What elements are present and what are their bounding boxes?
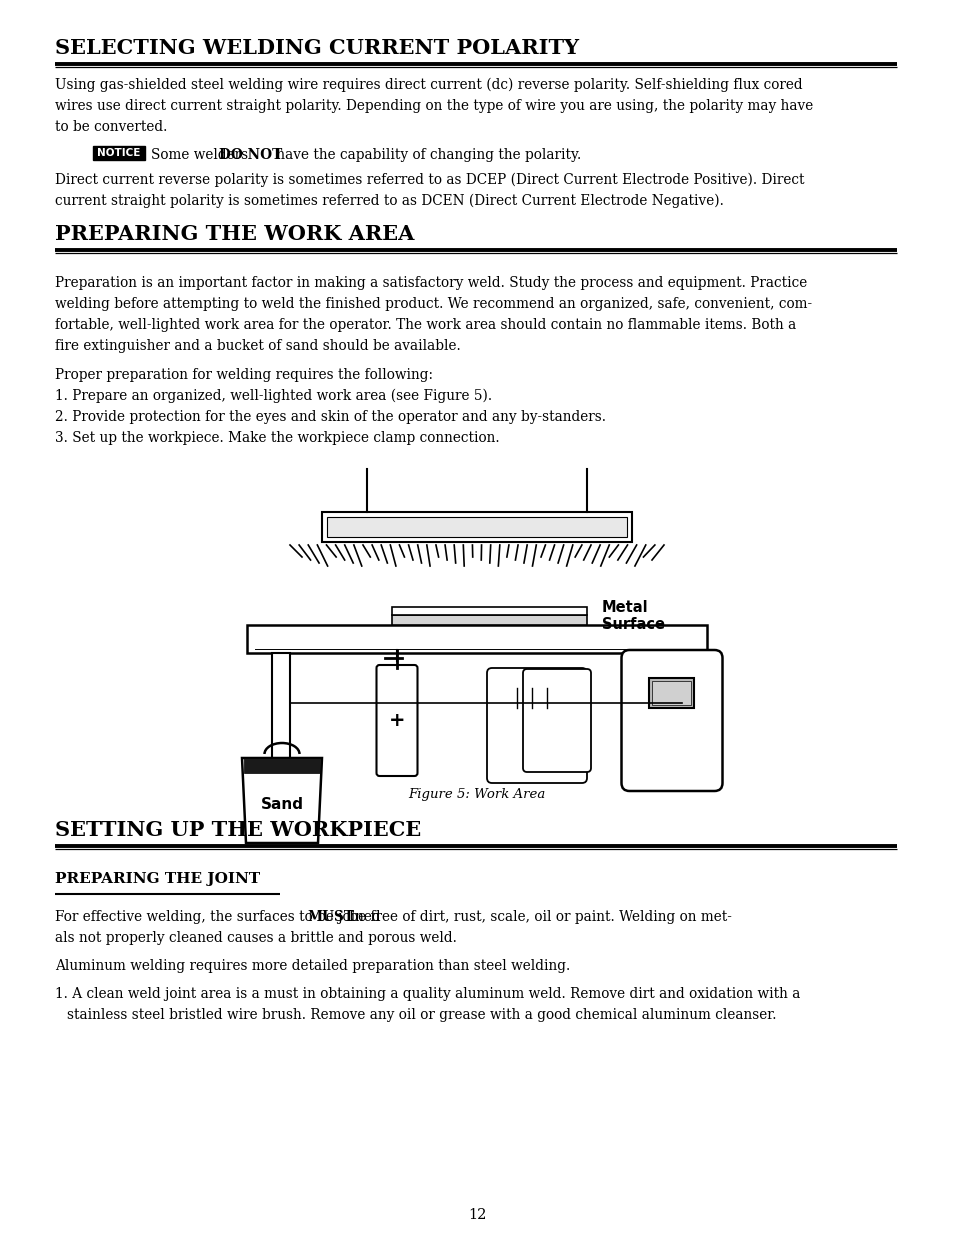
Text: be free of dirt, rust, scale, oil or paint. Welding on met-: be free of dirt, rust, scale, oil or pai… bbox=[345, 910, 731, 924]
Text: SELECTING WELDING CURRENT POLARITY: SELECTING WELDING CURRENT POLARITY bbox=[55, 38, 578, 58]
Text: Proper preparation for welding requires the following:: Proper preparation for welding requires … bbox=[55, 368, 433, 382]
Text: 3. Set up the workpiece. Make the workpiece clamp connection.: 3. Set up the workpiece. Make the workpi… bbox=[55, 431, 499, 445]
Text: fortable, well-lighted work area for the operator. The work area should contain : fortable, well-lighted work area for the… bbox=[55, 317, 796, 332]
Text: 2. Provide protection for the eyes and skin of the operator and any by-standers.: 2. Provide protection for the eyes and s… bbox=[55, 410, 605, 424]
Text: welding before attempting to weld the finished product. We recommend an organize: welding before attempting to weld the fi… bbox=[55, 296, 811, 311]
Text: MUST: MUST bbox=[307, 910, 354, 924]
FancyBboxPatch shape bbox=[486, 668, 586, 783]
Text: to be converted.: to be converted. bbox=[55, 120, 167, 135]
Text: Sand: Sand bbox=[260, 798, 303, 813]
Text: NOTICE: NOTICE bbox=[97, 148, 140, 158]
Text: Preparation is an important factor in making a satisfactory weld. Study the proc: Preparation is an important factor in ma… bbox=[55, 275, 806, 290]
Text: wires use direct current straight polarity. Depending on the type of wire you ar: wires use direct current straight polari… bbox=[55, 99, 812, 112]
Text: PREPARING THE WORK AREA: PREPARING THE WORK AREA bbox=[55, 224, 414, 245]
Text: 12: 12 bbox=[467, 1208, 486, 1221]
Text: 1. A clean weld joint area is a must in obtaining a quality aluminum weld. Remov: 1. A clean weld joint area is a must in … bbox=[55, 987, 800, 1002]
Bar bbox=[649, 678, 694, 708]
Text: stainless steel bristled wire brush. Remove any oil or grease with a good chemic: stainless steel bristled wire brush. Rem… bbox=[67, 1008, 776, 1023]
FancyBboxPatch shape bbox=[620, 650, 721, 790]
Text: Some welders: Some welders bbox=[151, 148, 253, 162]
Text: +: + bbox=[388, 711, 405, 730]
Text: current straight polarity is sometimes referred to as DCEN (Direct Current Elect: current straight polarity is sometimes r… bbox=[55, 194, 723, 209]
Text: SETTING UP THE WORKPIECE: SETTING UP THE WORKPIECE bbox=[55, 820, 421, 840]
Text: Figure 5: Work Area: Figure 5: Work Area bbox=[408, 788, 545, 802]
Text: 1. Prepare an organized, well-lighted work area (see Figure 5).: 1. Prepare an organized, well-lighted wo… bbox=[55, 389, 492, 404]
Bar bbox=[247, 625, 706, 653]
Bar bbox=[392, 606, 586, 615]
Text: fire extinguisher and a bucket of sand should be available.: fire extinguisher and a bucket of sand s… bbox=[55, 338, 460, 353]
Text: DO NOT: DO NOT bbox=[219, 148, 282, 162]
Text: PREPARING THE JOINT: PREPARING THE JOINT bbox=[55, 872, 260, 885]
Bar bbox=[322, 513, 631, 542]
Bar bbox=[652, 680, 691, 705]
Bar bbox=[327, 517, 626, 537]
Text: als not properly cleaned causes a brittle and porous weld.: als not properly cleaned causes a brittl… bbox=[55, 931, 456, 945]
Text: have the capability of changing the polarity.: have the capability of changing the pola… bbox=[272, 148, 580, 162]
Text: Direct current reverse polarity is sometimes referred to as DCEP (Direct Current: Direct current reverse polarity is somet… bbox=[55, 173, 803, 188]
FancyBboxPatch shape bbox=[522, 669, 590, 772]
Polygon shape bbox=[244, 758, 319, 773]
Bar bbox=[392, 615, 586, 625]
Text: Using gas-shielded steel welding wire requires direct current (dc) reverse polar: Using gas-shielded steel welding wire re… bbox=[55, 78, 801, 93]
Text: Aluminum welding requires more detailed preparation than steel welding.: Aluminum welding requires more detailed … bbox=[55, 960, 570, 973]
Text: Metal
Surface: Metal Surface bbox=[601, 600, 664, 632]
Bar bbox=[663, 653, 681, 763]
Bar bbox=[92, 146, 145, 161]
Polygon shape bbox=[242, 758, 322, 844]
Text: For effective welding, the surfaces to be joined: For effective welding, the surfaces to b… bbox=[55, 910, 385, 924]
Bar bbox=[272, 653, 290, 763]
FancyBboxPatch shape bbox=[376, 664, 417, 776]
